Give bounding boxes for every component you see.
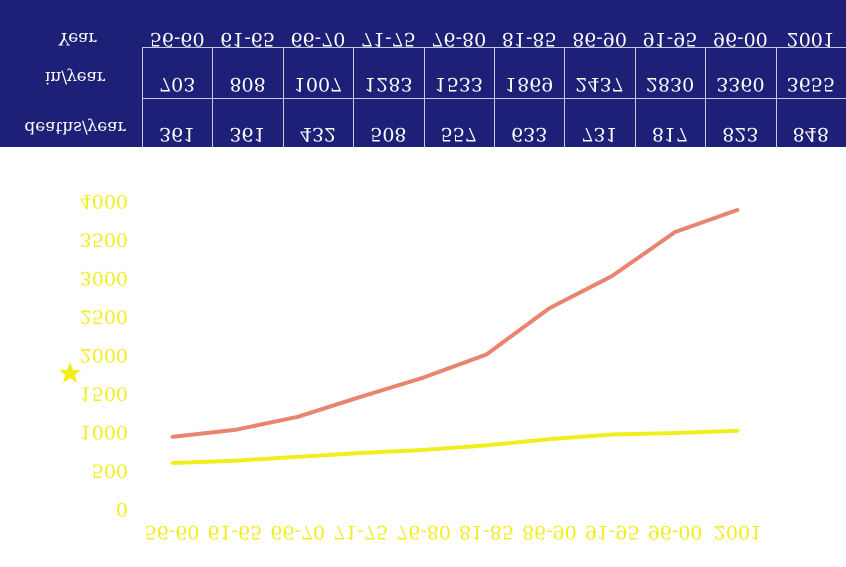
data-point <box>170 461 174 465</box>
x-tick-label: 71-75 <box>333 521 388 543</box>
table-cell: 361 <box>159 123 196 145</box>
table-column-header: 56-60 <box>149 28 205 50</box>
data-point <box>673 431 677 435</box>
y-tick-label: 500 <box>92 460 128 482</box>
data-point <box>359 451 363 455</box>
data-point <box>610 274 614 278</box>
data-point <box>422 448 426 452</box>
data-point <box>673 230 677 234</box>
table-gridline <box>423 47 425 147</box>
table-column-header: 76-80 <box>431 28 487 50</box>
table-column-header: 91-95 <box>642 28 698 50</box>
y-tick-label: 2000 <box>80 344 128 366</box>
table-cell: 508 <box>370 123 407 145</box>
table-gridline <box>353 47 355 147</box>
data-point <box>233 428 237 432</box>
data-point <box>359 395 363 399</box>
table-cell: 3655 <box>786 73 835 95</box>
x-tick-label: 91-95 <box>585 521 640 543</box>
table-gridline <box>282 47 284 147</box>
table-gridline <box>142 98 846 99</box>
table-gridline <box>564 47 566 147</box>
table-cell: 557 <box>440 123 477 145</box>
table-cell: 1283 <box>364 73 413 95</box>
table-cell: 3360 <box>716 73 765 95</box>
table-cell: 2830 <box>645 73 695 95</box>
x-tick-label: 86-90 <box>522 521 577 543</box>
table-cell: 1869 <box>505 73 554 95</box>
x-tick-label: 76-80 <box>396 521 451 543</box>
x-tick-label: 61-65 <box>207 521 262 543</box>
line-chart: 0 500 1000 1500 2000 2500 3000 3500 4000 56-60 61… <box>59 190 763 543</box>
y-tick-label: 2500 <box>80 306 128 328</box>
table-cell: 848 <box>792 123 829 145</box>
data-point <box>547 437 551 441</box>
x-tick-label: 56-60 <box>145 521 200 543</box>
table-column-header: 71-75 <box>360 28 416 50</box>
y-tick-label: 3000 <box>80 267 128 289</box>
table-column-header: 2001 <box>786 28 835 50</box>
data-point <box>170 435 174 439</box>
plot-area <box>170 207 740 466</box>
x-tick-label: 96-00 <box>648 521 703 543</box>
data-point <box>736 208 740 212</box>
table-gridline <box>142 47 143 147</box>
data-table: Year in/year deaths/year 56-60 61-65 66-70 71-… <box>0 0 846 147</box>
x-tick-label: 2001 <box>714 521 762 543</box>
table-cell: 1533 <box>434 73 483 95</box>
x-tick-label: 81-85 <box>459 521 514 543</box>
data-point <box>547 306 551 310</box>
data-point <box>296 415 300 419</box>
star-marker <box>59 362 81 383</box>
table-row-label: in/year <box>44 67 106 87</box>
data-point <box>484 443 488 447</box>
table-gridline <box>212 47 214 147</box>
table-column-header: 96-00 <box>712 28 768 50</box>
x-axis: 56-60 61-65 66-70 71-75 76-80 81-85 86-90 91-95… <box>145 521 763 543</box>
table-cell: 361 <box>229 123 266 145</box>
table-column-header: 61-65 <box>220 28 275 50</box>
data-point <box>233 459 237 463</box>
y-tick-label: 1500 <box>80 383 128 405</box>
x-tick-label: 66-70 <box>270 521 325 543</box>
table-row-label: deaths/year <box>24 117 126 137</box>
data-point <box>484 352 488 356</box>
data-point <box>610 433 614 437</box>
table-gridline <box>634 47 636 147</box>
table-column-header: 66-70 <box>290 28 346 50</box>
table-gridline <box>705 47 707 147</box>
table-cell: 817 <box>651 123 689 145</box>
table-cell: 1007 <box>293 73 343 95</box>
series-line-0 <box>171 207 739 439</box>
table-cell: 808 <box>229 73 266 95</box>
data-point <box>422 376 426 380</box>
y-tick-label: 3500 <box>80 229 128 251</box>
table-column-header: 86-90 <box>572 28 627 50</box>
data-point <box>296 455 300 459</box>
table-cell: 432 <box>299 123 337 145</box>
table-header-label: Year <box>58 28 97 48</box>
y-tick-label: 4000 <box>80 190 128 212</box>
y-tick-label: 0 <box>116 498 128 520</box>
table-cell: 2437 <box>575 73 624 95</box>
table-cell: 633 <box>511 123 548 145</box>
series-line-1 <box>171 428 739 466</box>
table-gridline <box>775 47 777 147</box>
y-tick-label: 1000 <box>80 421 128 443</box>
table-cell: 703 <box>159 73 196 95</box>
data-point <box>736 429 740 433</box>
table-gridline <box>494 47 495 147</box>
y-axis: 0 500 1000 1500 2000 2500 3000 3500 4000 <box>80 190 128 520</box>
table-cell: 823 <box>722 123 759 145</box>
table-column-header: 81-85 <box>501 28 557 50</box>
table-cell: 731 <box>581 123 618 145</box>
table-gridline <box>142 47 846 48</box>
